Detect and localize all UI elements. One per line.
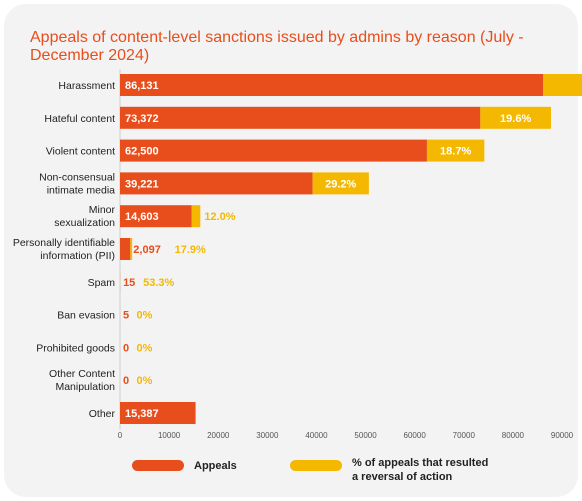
bar-appeals [120,238,131,260]
bar-appeals [120,205,192,228]
legend-swatch-appeals [132,460,184,471]
bar-appeals [120,139,427,162]
x-tick-label: 20000 [207,431,230,440]
data-label-reversal: 18.7% [440,146,471,158]
data-label-reversal: 0% [137,375,153,387]
data-label-appeals: 73,372 [125,113,159,125]
bar-reversal [191,205,201,228]
data-label-appeals: 0 [123,375,129,387]
category-label: Spam [88,277,116,289]
bar-appeals [120,74,543,96]
bar-appeals [120,402,196,424]
data-label-appeals: 2,097 [133,244,161,256]
data-label-appeals: 39,221 [125,178,159,190]
x-tick-label: 70000 [453,431,476,440]
legend-label-reversal-line2: a reversal of action [352,471,453,483]
x-tick-label: 80000 [502,431,525,440]
legend-swatch-reversal [290,460,342,471]
category-label: Harassment [58,80,115,92]
data-label-appeals: 14,603 [125,211,159,223]
data-label-appeals: 15,387 [125,408,159,420]
data-label-reversal: 12.0% [204,211,235,223]
data-label-appeals: 62,500 [125,146,159,158]
data-label-appeals: 15 [123,277,135,289]
bar-appeals [120,106,481,129]
legend-label-reversal-line1: % of appeals that resulted [352,457,489,469]
bar-reversal [542,74,582,96]
bar-reversal [130,238,133,260]
data-label-reversal: 19.6% [500,113,531,125]
x-tick-label: 10000 [158,431,181,440]
category-label: Other Content Manipulation [49,368,115,393]
legend-label-reversal: % of appeals that resulted a reversal of… [352,456,488,484]
x-tick-label: 0 [118,431,123,440]
data-label-reversal: 29.2% [325,178,356,190]
x-tick-label: 40000 [305,431,328,440]
data-label-reversal: 0% [137,342,153,354]
data-label-reversal: 17.9% [175,244,206,256]
category-label: Personally identifiable information (PII) [13,237,115,262]
bar-appeals [120,172,313,195]
bar-reversal [480,106,551,129]
x-tick-label: 60000 [404,431,427,440]
data-label-reversal: 0% [137,310,153,322]
data-label-appeals: 5 [123,310,129,322]
x-tick-label: 30000 [256,431,279,440]
bar-reversal [426,139,485,162]
category-label: Minor sexualization [54,204,115,229]
data-label-appeals: 0 [123,342,129,354]
category-label: Ban evasion [57,310,115,322]
category-label: Violent content [46,146,115,158]
chart-title: Appeals of content-level sanctions issue… [30,29,524,64]
category-label: Prohibited goods [36,342,115,354]
category-label: Non-consensual intimate media [39,171,115,196]
category-label: Other [89,408,116,420]
x-tick-label: 90000 [551,431,574,440]
category-label: Hateful content [44,113,115,125]
data-label-appeals: 86,131 [125,80,159,92]
legend-label-appeals: Appeals [194,460,237,472]
bar-reversal [312,172,369,195]
data-label-reversal: 53.3% [143,277,174,289]
x-tick-label: 50000 [354,431,377,440]
